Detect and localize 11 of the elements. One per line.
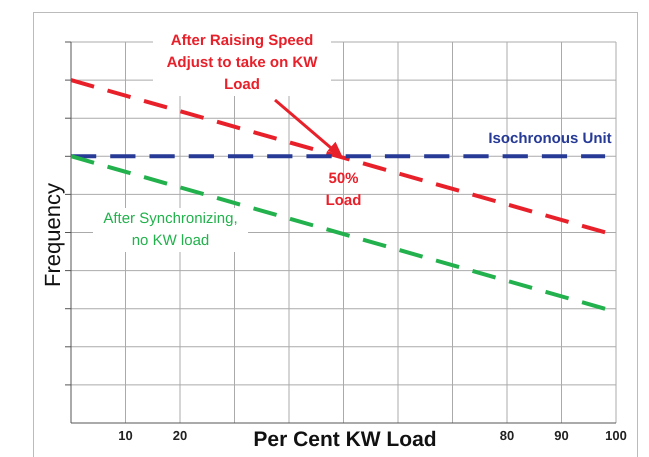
x-axis-title: Per Cent KW Load xyxy=(253,428,437,451)
y-axis-title: Frequency xyxy=(40,183,65,287)
x-tick-label: 20 xyxy=(172,428,188,444)
x-tick-label: 10 xyxy=(118,428,133,444)
x-tick-label: 90 xyxy=(554,428,569,444)
series-label: After Synchronizing, no KW load xyxy=(93,208,248,252)
x-tick-label: 100 xyxy=(605,428,627,444)
x-tick-label: 80 xyxy=(500,428,514,444)
series-label: Isochronous Unit xyxy=(487,129,613,150)
series-label: After Raising Speed Adjust to take on KW Load xyxy=(153,30,331,96)
annotation: 50% Load xyxy=(324,169,362,212)
